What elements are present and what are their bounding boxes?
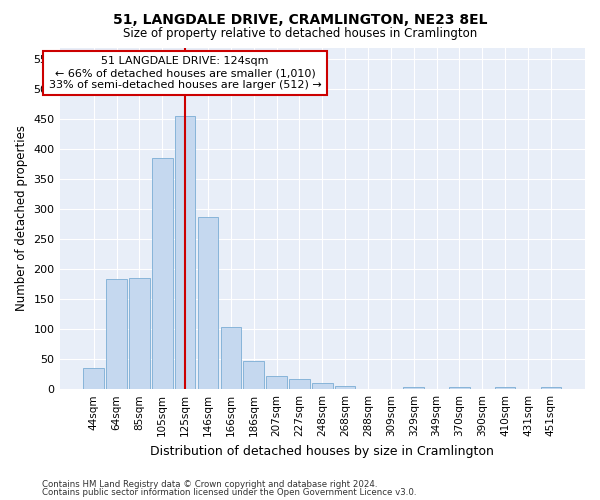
Bar	[175, 116, 196, 389]
Text: Size of property relative to detached houses in Cramlington: Size of property relative to detached ho…	[123, 28, 477, 40]
Bar	[449, 387, 470, 389]
Text: Contains HM Land Registry data © Crown copyright and database right 2024.: Contains HM Land Registry data © Crown c…	[42, 480, 377, 489]
Bar	[358, 388, 378, 389]
Bar	[495, 388, 515, 389]
Bar	[198, 217, 218, 389]
Bar	[129, 278, 150, 389]
Bar	[403, 387, 424, 389]
Y-axis label: Number of detached properties: Number of detached properties	[15, 126, 28, 312]
Bar	[335, 386, 355, 389]
Text: 51, LANGDALE DRIVE, CRAMLINGTON, NE23 8EL: 51, LANGDALE DRIVE, CRAMLINGTON, NE23 8E…	[113, 12, 487, 26]
Text: Contains public sector information licensed under the Open Government Licence v3: Contains public sector information licen…	[42, 488, 416, 497]
Bar	[266, 376, 287, 389]
Bar	[541, 388, 561, 389]
Bar	[221, 328, 241, 389]
Bar	[152, 158, 173, 389]
Bar	[244, 361, 264, 389]
Bar	[312, 383, 332, 389]
X-axis label: Distribution of detached houses by size in Cramlington: Distribution of detached houses by size …	[151, 444, 494, 458]
Bar	[289, 379, 310, 389]
Bar	[83, 368, 104, 389]
Text: 51 LANGDALE DRIVE: 124sqm
← 66% of detached houses are smaller (1,010)
33% of se: 51 LANGDALE DRIVE: 124sqm ← 66% of detac…	[49, 56, 322, 90]
Bar	[106, 280, 127, 389]
